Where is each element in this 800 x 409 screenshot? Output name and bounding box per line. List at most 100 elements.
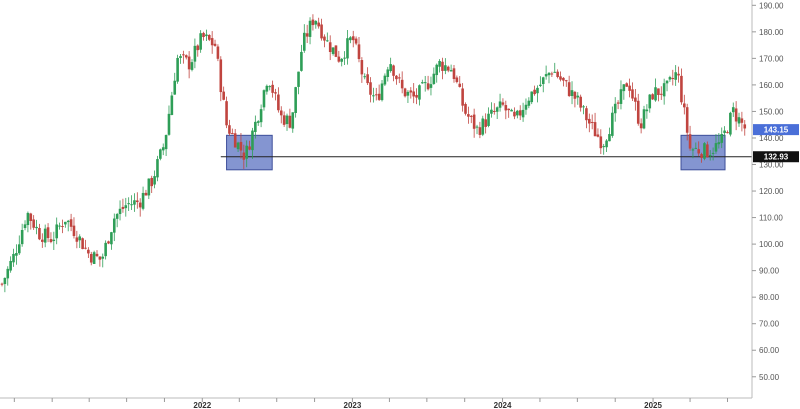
candle — [202, 31, 205, 41]
candle — [659, 86, 663, 100]
candle — [363, 73, 367, 80]
candle — [239, 133, 243, 159]
candle — [58, 222, 61, 230]
candle — [426, 75, 430, 91]
candle — [104, 240, 107, 260]
candle — [403, 87, 407, 98]
candle — [161, 143, 165, 156]
candle — [182, 50, 185, 64]
y-tick-label: 180.00 — [759, 28, 784, 37]
candle — [634, 89, 637, 111]
candle — [553, 62, 557, 73]
candle — [282, 111, 286, 127]
candle — [0, 282, 4, 287]
candle — [26, 211, 30, 233]
candle — [343, 51, 346, 66]
candle — [386, 66, 390, 82]
candle — [392, 64, 395, 82]
candle — [507, 108, 510, 118]
candle — [187, 51, 191, 79]
candle — [38, 223, 41, 241]
candle — [297, 71, 300, 95]
candle — [651, 93, 654, 100]
candle — [657, 88, 660, 102]
candle — [636, 93, 640, 126]
x-tick-label: 2022 — [193, 401, 211, 409]
candle — [441, 57, 444, 80]
y-tick-label: 190.00 — [759, 1, 784, 10]
candle — [159, 148, 162, 161]
candle — [619, 80, 623, 110]
candle — [639, 118, 643, 134]
candle — [501, 98, 505, 107]
candle — [285, 113, 289, 131]
candle — [179, 53, 182, 64]
candle — [472, 108, 476, 138]
y-tick-label: 110.00 — [759, 214, 783, 223]
candle — [703, 142, 706, 161]
candle — [228, 119, 231, 136]
y-tick-label: 90.00 — [759, 267, 780, 276]
candle — [564, 79, 568, 87]
y-tick-label: 130.00 — [759, 161, 784, 170]
candle — [101, 253, 105, 268]
support-level-tag: 132.93 — [764, 153, 789, 162]
zones-layer — [226, 134, 726, 171]
candle — [308, 17, 312, 45]
candle — [311, 14, 315, 31]
candle — [291, 112, 295, 133]
candle — [680, 68, 683, 105]
candle — [87, 247, 90, 258]
candle — [328, 35, 332, 61]
candle — [389, 57, 392, 73]
candle — [625, 82, 629, 87]
candle — [245, 140, 249, 168]
candle — [461, 83, 464, 112]
candle — [193, 38, 197, 69]
x-tick-label: 2024 — [494, 401, 512, 409]
candle — [127, 197, 130, 211]
candle — [596, 128, 600, 138]
candle — [72, 217, 76, 239]
candle — [337, 50, 341, 63]
candle — [438, 59, 441, 73]
candle — [429, 76, 433, 96]
support-zone-1 — [226, 134, 273, 171]
candle — [743, 120, 747, 136]
candle — [723, 126, 726, 138]
candle — [533, 85, 536, 96]
candle — [380, 80, 384, 102]
candle — [64, 221, 67, 228]
y-tick-label: 140.00 — [759, 134, 784, 143]
candle — [144, 189, 148, 196]
current-price-tag-bg — [753, 124, 799, 136]
candle — [69, 213, 73, 232]
candle — [444, 58, 447, 75]
candle — [369, 77, 372, 103]
y-tick-label: 60.00 — [759, 346, 780, 355]
candle — [383, 73, 387, 87]
candle — [317, 17, 320, 29]
candle — [164, 134, 168, 157]
candle — [130, 195, 133, 211]
candle — [46, 223, 50, 243]
candle — [262, 89, 266, 111]
y-tick-label: 150.00 — [759, 107, 784, 116]
candle — [452, 65, 456, 83]
candle — [81, 237, 84, 250]
candle — [320, 18, 323, 41]
candle — [49, 232, 53, 244]
candle — [613, 97, 617, 122]
candle — [61, 219, 64, 234]
price-tags-layer: 143.15 132.93 — [753, 124, 799, 163]
candle — [418, 84, 421, 106]
candle — [622, 84, 626, 100]
candle — [711, 147, 715, 161]
candle — [611, 106, 614, 138]
candle — [12, 248, 15, 267]
candle — [415, 88, 418, 105]
candle — [121, 198, 125, 213]
candle — [256, 120, 260, 126]
candle — [92, 250, 96, 264]
